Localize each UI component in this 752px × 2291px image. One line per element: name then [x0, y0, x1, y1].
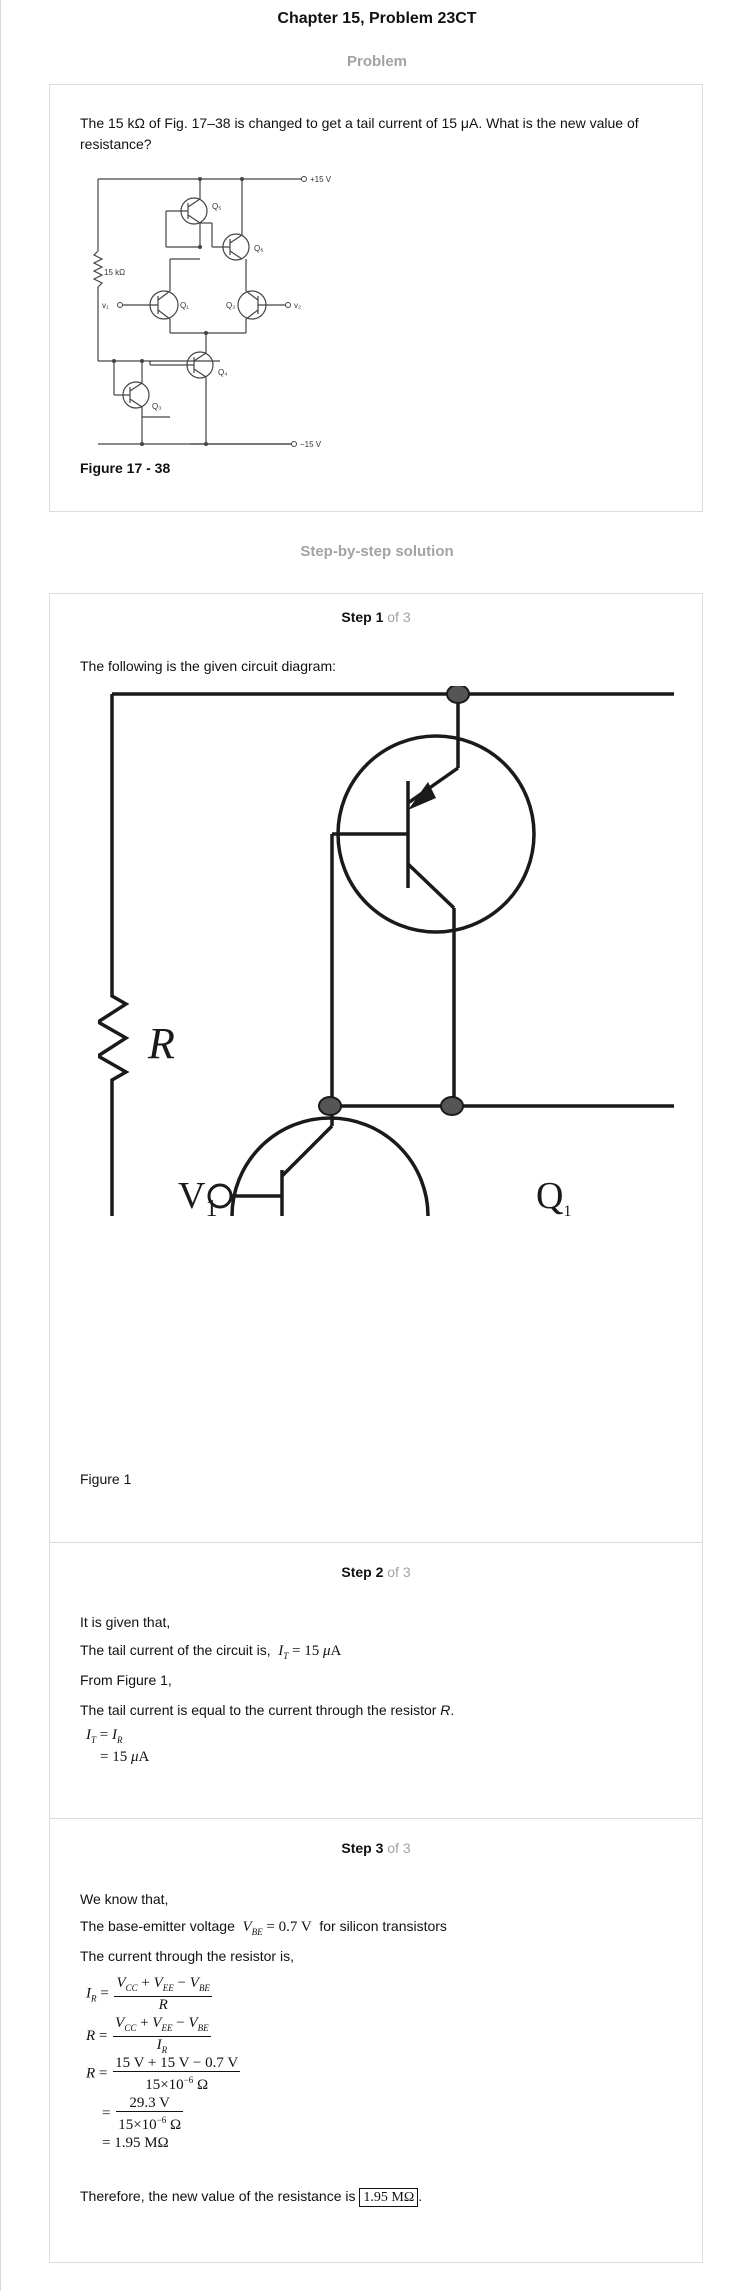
fig-q3-label: Q₃: [152, 402, 161, 411]
step3-eq-sub: R = 15 V + 15 V − 0.7 V 15×10−6 Ω: [86, 2055, 241, 2093]
step3-of: of 3: [387, 1840, 411, 1856]
problem-text: The 15 kΩ of Fig. 17–38 is changed to ge…: [80, 115, 639, 152]
fig1-v1-label: V1: [178, 1175, 217, 1216]
step3-eq-result: = 1.95 MΩ: [102, 2135, 169, 2151]
fig-q2-label: Q₂: [226, 301, 235, 310]
fig1-q1-label: Q1: [536, 1175, 571, 1216]
fig-q5-label: Q₅: [212, 202, 221, 211]
step3-eq-ir: IR = VCC + VEE − VBE R: [86, 1975, 212, 2013]
step-divider-1: [50, 1542, 702, 1543]
problem-card: The 15 kΩ of Fig. 17–38 is changed to ge…: [49, 84, 703, 512]
problem-section-label: Problem: [346, 53, 407, 70]
step3-eq-simplify: = 29.3 V 15×10−6 Ω: [102, 2095, 184, 2133]
step-divider-2: [50, 1818, 702, 1819]
fig1-r-label: R: [147, 1019, 175, 1068]
fig-q6-label: Q₆: [254, 244, 263, 253]
tail-current-eq: IT = 15 μA: [278, 1643, 342, 1661]
step2-line1: It is given that,: [80, 1614, 171, 1630]
fig-resistor-label: 15 kΩ: [104, 268, 125, 277]
step3-line1: We know that,: [80, 1891, 169, 1907]
step1-figure: R V1 Q1: [98, 686, 674, 1216]
step2-title: Step 2: [341, 1564, 384, 1580]
step3-line2: The base-emitter voltage VBE = 0.7 V for…: [80, 1918, 447, 1937]
step1-figure-caption: Figure 1: [80, 1471, 132, 1487]
step1-header: Step 1 of 3: [50, 609, 702, 625]
step2-line4: The tail current is equal to the current…: [80, 1702, 455, 1718]
fig-v1-label: v₁: [102, 301, 109, 310]
step3-line3: The current through the resistor is,: [80, 1948, 294, 1964]
step1-of: of 3: [387, 609, 411, 625]
step1-title: Step 1: [341, 609, 384, 625]
step3-title: Step 3: [341, 1840, 384, 1856]
step2-line2: The tail current of the circuit is, IT =…: [80, 1642, 342, 1661]
step2-of: of 3: [387, 1564, 411, 1580]
step3-conclusion: Therefore, the new value of the resistan…: [80, 2188, 423, 2207]
fig-q1-label: Q₁: [180, 301, 189, 310]
answer-box: 1.95 MΩ: [359, 2188, 419, 2207]
step2-line3: From Figure 1,: [80, 1672, 172, 1688]
step3-header: Step 3 of 3: [50, 1840, 702, 1856]
vbe-eq: VBE = 0.7 V: [242, 1919, 316, 1937]
fig-v2-label: v₂: [294, 301, 301, 310]
problem-figure: +15 V −15 V 15 kΩ v₁ v₂ Q₁ Q₂ Q₃ Q₄ Q₅ Q…: [92, 175, 332, 449]
solution-section-label: Step-by-step solution: [300, 543, 454, 560]
step2-eq1: IT = IR: [86, 1727, 123, 1745]
fig-vminus-label: −15 V: [300, 440, 322, 449]
page-title: Chapter 15, Problem 23CT: [277, 10, 477, 27]
step3-eq-r: R = VCC + VEE − VBE IR: [86, 2015, 211, 2055]
step2-eq2: = 15 μA: [100, 1749, 150, 1765]
solution-card: Step 1 of 3 The following is the given c…: [49, 593, 703, 2263]
step2-header: Step 2 of 3: [50, 1564, 702, 1580]
step1-text: The following is the given circuit diagr…: [80, 658, 337, 674]
problem-figure-caption: Figure 17 - 38: [80, 460, 171, 476]
fig-vplus-label: +15 V: [310, 175, 332, 184]
fig-q4-label: Q₄: [218, 368, 228, 377]
